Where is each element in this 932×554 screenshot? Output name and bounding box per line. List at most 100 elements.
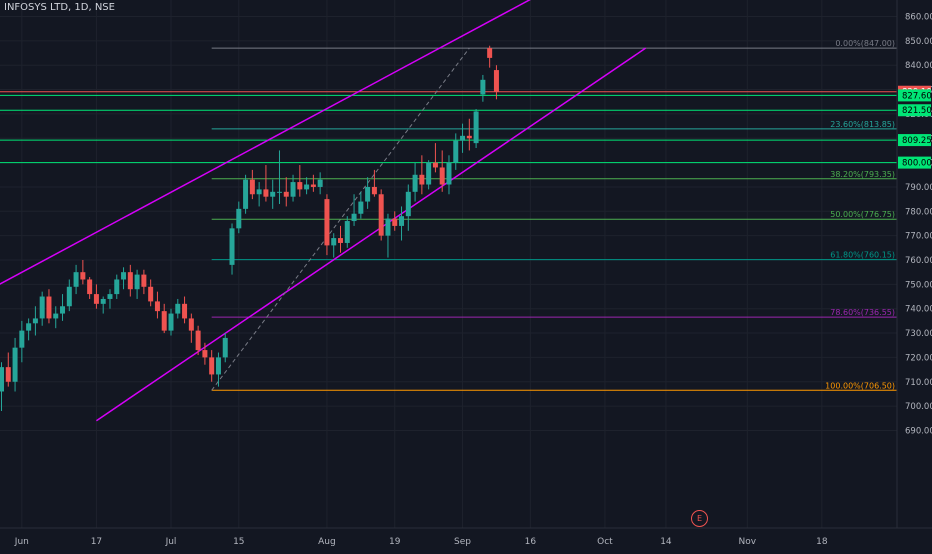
candle [426,160,432,190]
candle [487,45,493,68]
candlestick-series [0,45,499,411]
price-tag-label: 809.25 [902,136,932,146]
x-tick-label: Aug [318,537,336,547]
candle [215,352,221,387]
y-tick-label: 770.00 [905,232,932,242]
earnings-event-icon[interactable]: E [691,510,708,527]
candle-body [351,213,357,222]
x-tick-label: 15 [233,537,244,547]
candle [26,318,32,341]
candle-body [121,272,127,280]
candle [100,296,106,314]
x-tick-label: 16 [525,537,537,547]
candle-body [419,174,425,185]
candle-body [26,323,32,331]
horizontal-price-lines [0,91,897,164]
y-tick-label: 690.00 [905,426,932,436]
candle [439,150,445,192]
price-tag-label: 827.60 [902,91,932,101]
candle-body [87,279,93,295]
candle [12,337,18,392]
x-tick-label: 18 [816,537,828,547]
candle [182,296,188,324]
x-tick-label: 19 [389,537,401,547]
candle [243,174,249,214]
candle [283,177,289,207]
candle-body [0,367,4,392]
candle [229,223,235,275]
candle-body [453,140,459,163]
x-tick-label: Nov [739,537,757,547]
candle [236,201,242,234]
candle-body [446,162,452,185]
price-tag: 821.50 [898,104,932,117]
candle [405,184,411,231]
candle [60,294,66,321]
candle [480,74,486,102]
y-tick-label: 850.00 [905,37,932,47]
candle-body [209,357,215,375]
candle [168,308,174,336]
candle [80,260,86,285]
candle-body [344,221,350,243]
candle-body [229,228,235,265]
candle-body [134,274,140,290]
candle-body [73,272,79,287]
candle [121,267,127,290]
candle-body [331,238,337,246]
candle [358,191,364,219]
candle-body [60,306,66,314]
candle-body [182,303,188,319]
price-tag-label: 800.00 [902,159,932,169]
price-tag: 809.25 [898,134,932,147]
candle-body [493,70,499,92]
candle [195,325,201,355]
candle-body [290,182,296,197]
candle [270,179,276,209]
fib-level-label: 50.00%(776.75) [830,210,895,219]
candle-body [46,296,52,319]
candle [304,177,310,195]
y-tick-label: 790.00 [905,183,932,193]
candle [317,172,323,195]
candle-body [378,194,384,236]
candle [114,274,120,299]
candle-body [243,179,249,209]
candle-body [100,298,106,304]
candle [93,284,99,309]
y-axis: 690.00 700.00 710.00 720.00 730.00 740.00 750.… [896,0,932,550]
price-tag: 827.60 [898,89,932,102]
candle [87,277,93,299]
candle [127,264,133,297]
price-tag-label: 821.50 [902,106,932,116]
x-tick-label: Sep [454,537,471,547]
x-tick-label: Jul [165,537,177,547]
candle-body [249,179,255,195]
candle-body [107,294,113,299]
candle [0,362,4,411]
candle [66,279,72,312]
candle [263,165,269,202]
candle-body [439,167,445,185]
candle [46,289,52,324]
candle [134,269,140,299]
candle [188,313,194,343]
candle-body [405,191,411,217]
candle [412,162,418,202]
candle [249,169,255,200]
price-tag-background [898,89,931,102]
candle [338,225,343,253]
candle [5,352,11,387]
y-axis-background [897,0,932,550]
price-tag: 800.00 [898,156,932,169]
price-tag-background [898,134,931,147]
candle-body [263,189,269,197]
candle [446,155,452,195]
y-tick-label: 780.00 [905,207,932,217]
channel-line [0,0,531,285]
candle-body [53,313,59,319]
candle-body [432,162,438,168]
